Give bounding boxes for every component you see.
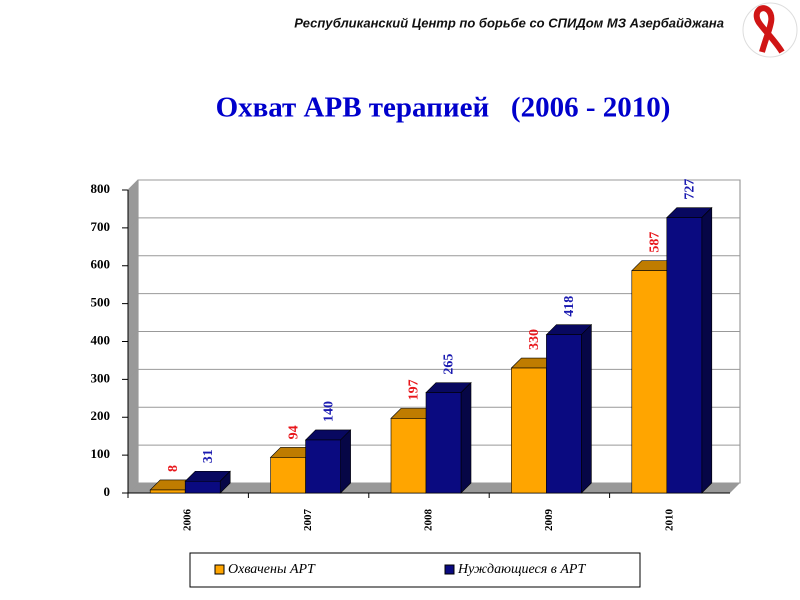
bar xyxy=(390,418,427,494)
bar xyxy=(511,367,547,494)
bar xyxy=(425,392,462,494)
value-label: 197 xyxy=(407,379,422,400)
value-label: 418 xyxy=(562,296,577,317)
x-tick-label: 2008 xyxy=(423,509,435,532)
header: Республиканский Центр по борьбе со СПИДо… xyxy=(294,15,724,30)
bar-side xyxy=(460,381,472,494)
y-tick-label: 400 xyxy=(91,332,111,347)
legend-swatch xyxy=(214,564,225,575)
legend-swatch xyxy=(444,564,455,575)
y-tick-label: 500 xyxy=(91,295,111,310)
y-tick-label: 700 xyxy=(91,219,111,234)
x-tick-label: 2009 xyxy=(543,509,555,532)
y-tick-label: 200 xyxy=(91,408,111,423)
y-tick-label: 800 xyxy=(91,181,111,196)
y-tick-label: 0 xyxy=(104,484,111,499)
value-label: 94 xyxy=(286,425,301,439)
bar xyxy=(184,480,221,494)
logo xyxy=(742,2,798,58)
bar xyxy=(305,439,341,494)
legend-label: Охвачены АРТ xyxy=(228,562,316,577)
bar xyxy=(270,457,306,494)
value-label: 140 xyxy=(321,401,336,422)
bar xyxy=(666,217,703,494)
grid-line xyxy=(127,293,740,304)
bar-side xyxy=(340,429,351,494)
y-tick-label: 100 xyxy=(91,446,111,461)
x-tick-label: 2006 xyxy=(182,509,194,532)
value-label: 8 xyxy=(166,465,181,472)
grid-line xyxy=(127,331,740,342)
grid-line xyxy=(127,179,740,191)
grid-line xyxy=(127,217,740,229)
legend-box xyxy=(189,552,641,588)
bar-side xyxy=(701,206,713,494)
value-label: 31 xyxy=(201,449,216,463)
value-label: 330 xyxy=(527,329,542,350)
y-tick-label: 300 xyxy=(91,370,111,385)
chart-title: Охват АРВ терапией (2006 - 2010) xyxy=(216,92,671,124)
bar xyxy=(631,270,668,494)
value-label: 727 xyxy=(683,179,698,200)
value-label: 587 xyxy=(648,232,663,253)
value-label: 265 xyxy=(442,354,457,375)
x-tick-label: 2007 xyxy=(302,509,314,532)
legend-label: Нуждающиеся в АРТ xyxy=(457,562,586,577)
bar xyxy=(149,489,186,494)
bar-side xyxy=(581,323,592,494)
x-tick-label: 2010 xyxy=(663,509,675,532)
bar xyxy=(546,334,582,494)
grid-line xyxy=(127,255,740,267)
y-tick-label: 600 xyxy=(91,257,111,272)
